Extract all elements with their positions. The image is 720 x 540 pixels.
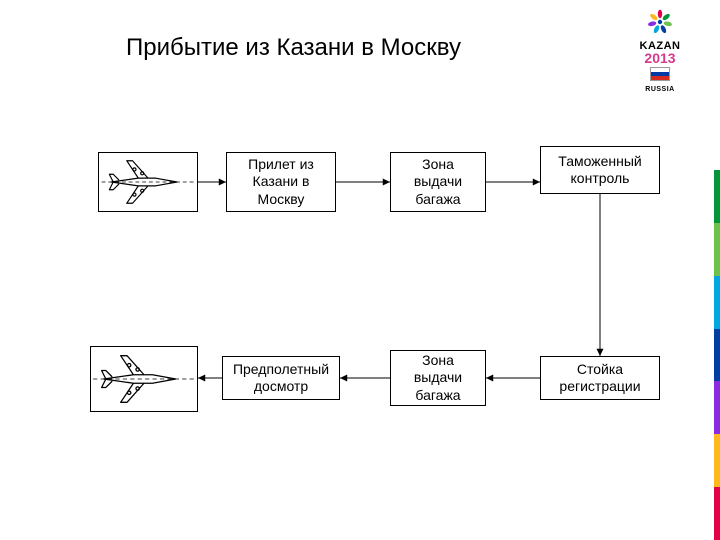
arrow-e7 — [190, 370, 230, 386]
logo-country: RUSSIA — [630, 86, 690, 93]
russia-flag-icon — [650, 67, 670, 81]
arrow-e3 — [478, 174, 548, 190]
arrow-e2 — [328, 174, 398, 190]
node-preflight: Предполетныйдосмотр — [222, 356, 340, 400]
arrow-e6 — [332, 370, 398, 386]
node-arrive: Прилет изКазани вМоскву — [226, 152, 336, 212]
arrow-e5 — [478, 370, 548, 386]
side-color-strip — [714, 170, 720, 540]
arrow-e4 — [592, 186, 608, 364]
node-baggage-top: Зонавыдачибагажа — [390, 152, 486, 212]
logo-flower-icon — [630, 8, 690, 39]
node-baggage-bot: Зонавыдачибагажа — [390, 350, 486, 406]
arrow-e1 — [190, 174, 234, 190]
universiade-logo: KAZAN 2013 RUSSIA — [630, 8, 690, 93]
airplane-right-icon — [90, 346, 198, 412]
logo-year: 2013 — [630, 51, 690, 65]
page-title: Прибытие из Казани в Москву — [126, 34, 461, 62]
airplane-right-icon — [98, 152, 198, 212]
